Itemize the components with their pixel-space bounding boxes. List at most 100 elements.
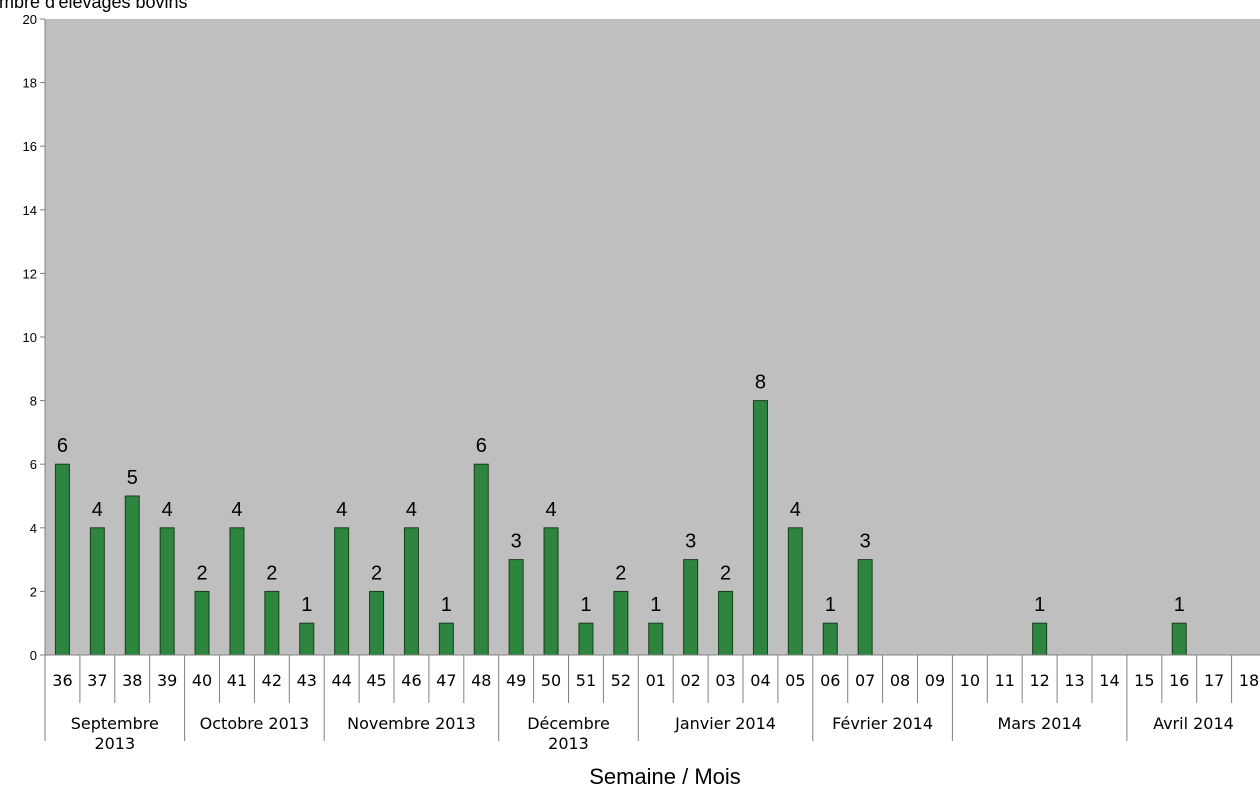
week-tick-label: 39 [157, 671, 177, 690]
bar [124, 495, 140, 656]
data-label: 4 [336, 499, 347, 521]
data-label: 2 [720, 562, 731, 584]
week-tick-label: 07 [855, 671, 875, 690]
y-tick-label: 12 [23, 266, 37, 281]
data-label: 2 [266, 562, 277, 584]
week-tick-label: 48 [471, 671, 491, 690]
month-label-line: 2013 [94, 734, 135, 753]
y-tick-label: 18 [23, 76, 37, 91]
week-tick-label: 15 [1134, 671, 1154, 690]
month-label-line: Février 2014 [832, 714, 933, 733]
bar [334, 527, 350, 656]
bar [1032, 622, 1048, 656]
week-tick-label: 02 [680, 671, 700, 690]
bar [683, 559, 699, 656]
y-tick-label: 20 [23, 12, 37, 27]
data-label: 2 [615, 562, 626, 584]
month-label: Mars 2014 [997, 714, 1081, 733]
week-tick-label: 05 [785, 671, 805, 690]
data-label: 1 [825, 594, 836, 616]
bar [473, 463, 489, 656]
bar [718, 590, 734, 656]
week-tick-label: 06 [820, 671, 840, 690]
x-axis-title: Semaine / Mois [589, 764, 741, 789]
bars: 6 4 5 4 2 4 2 1 4 2 4 1 6 3 4 1 2 1 3 2 8 4 1 3 1 1 [54, 372, 1187, 656]
month-label: Janvier 2014 [674, 714, 776, 733]
y-tick-label: 8 [30, 394, 37, 409]
week-tick-label: 43 [297, 671, 317, 690]
month-label: Novembre 2013 [347, 714, 476, 733]
week-tick-label: 42 [262, 671, 282, 690]
week-tick-label: 49 [506, 671, 526, 690]
month-label-line: Avril 2014 [1153, 714, 1234, 733]
data-label: 3 [860, 531, 871, 553]
data-label: 4 [162, 499, 173, 521]
bar [194, 590, 210, 656]
x-axis: 36 37 38 39 40 41 42 43 44 45 46 47 48 49 50 51 52 01 02 03… [44, 654, 1260, 753]
bar [613, 590, 629, 656]
data-label: 4 [92, 499, 103, 521]
month-label-line: Novembre 2013 [347, 714, 476, 733]
bar [438, 622, 454, 656]
month-label-line: Mars 2014 [997, 714, 1081, 733]
month-label: Avril 2014 [1153, 714, 1234, 733]
data-label: 1 [301, 594, 312, 616]
week-tick-label: 16 [1169, 671, 1189, 690]
y-tick-label: 10 [23, 330, 37, 345]
y-tick-label: 16 [23, 139, 37, 154]
y-tick-label: 14 [23, 203, 37, 218]
data-label: 1 [580, 594, 591, 616]
month-label: Décembre 2013 [527, 714, 610, 753]
month-label: Février 2014 [832, 714, 933, 733]
week-tick-label: 14 [1099, 671, 1119, 690]
week-tick-label: 47 [436, 671, 456, 690]
month-label: Octobre 2013 [200, 714, 309, 733]
month-label-line: 2013 [548, 734, 589, 753]
data-label: 6 [476, 435, 487, 457]
week-tick-label: 44 [331, 671, 351, 690]
bar [89, 527, 105, 656]
bar [1171, 622, 1187, 656]
month-label: Septembre 2013 [71, 714, 159, 753]
data-label: 3 [511, 531, 522, 553]
month-label-line: Septembre [71, 714, 159, 733]
month-label-line: Décembre [527, 714, 610, 733]
y-axis: 0 2 4 6 8 10 12 14 16 18 20 [23, 12, 46, 663]
week-tick-label: 40 [192, 671, 212, 690]
bar [822, 622, 838, 656]
y-axis-title: Nombre d'élevages bovins [0, 0, 188, 12]
data-label: 1 [1034, 594, 1045, 616]
bar [648, 622, 664, 656]
y-tick-label: 6 [30, 457, 37, 472]
data-label: 4 [545, 499, 556, 521]
week-tick-label: 46 [401, 671, 421, 690]
bar [369, 590, 385, 656]
week-tick-label: 12 [1029, 671, 1049, 690]
week-tick-label: 36 [52, 671, 72, 690]
week-tick-label: 50 [541, 671, 561, 690]
data-label: 4 [790, 499, 801, 521]
data-label: 2 [371, 562, 382, 584]
bar [578, 622, 594, 656]
month-label-line: Janvier 2014 [674, 714, 776, 733]
week-tick-label: 03 [715, 671, 735, 690]
y-tick-label: 0 [30, 648, 37, 663]
week-tick-label: 18 [1239, 671, 1259, 690]
bar [54, 463, 70, 656]
month-label-line: Octobre 2013 [200, 714, 309, 733]
week-tick-label: 37 [87, 671, 107, 690]
bar [229, 527, 245, 656]
bar [543, 527, 559, 656]
week-tick-label: 01 [646, 671, 666, 690]
week-tick-label: 13 [1064, 671, 1084, 690]
bar [787, 527, 803, 656]
plot-area [45, 19, 1260, 655]
week-tick-label: 04 [750, 671, 770, 690]
week-tick-label: 09 [925, 671, 945, 690]
data-label: 3 [685, 531, 696, 553]
week-tick-label: 08 [890, 671, 910, 690]
week-tick-label: 45 [366, 671, 386, 690]
week-tick-label: 10 [960, 671, 980, 690]
bar [403, 527, 419, 656]
